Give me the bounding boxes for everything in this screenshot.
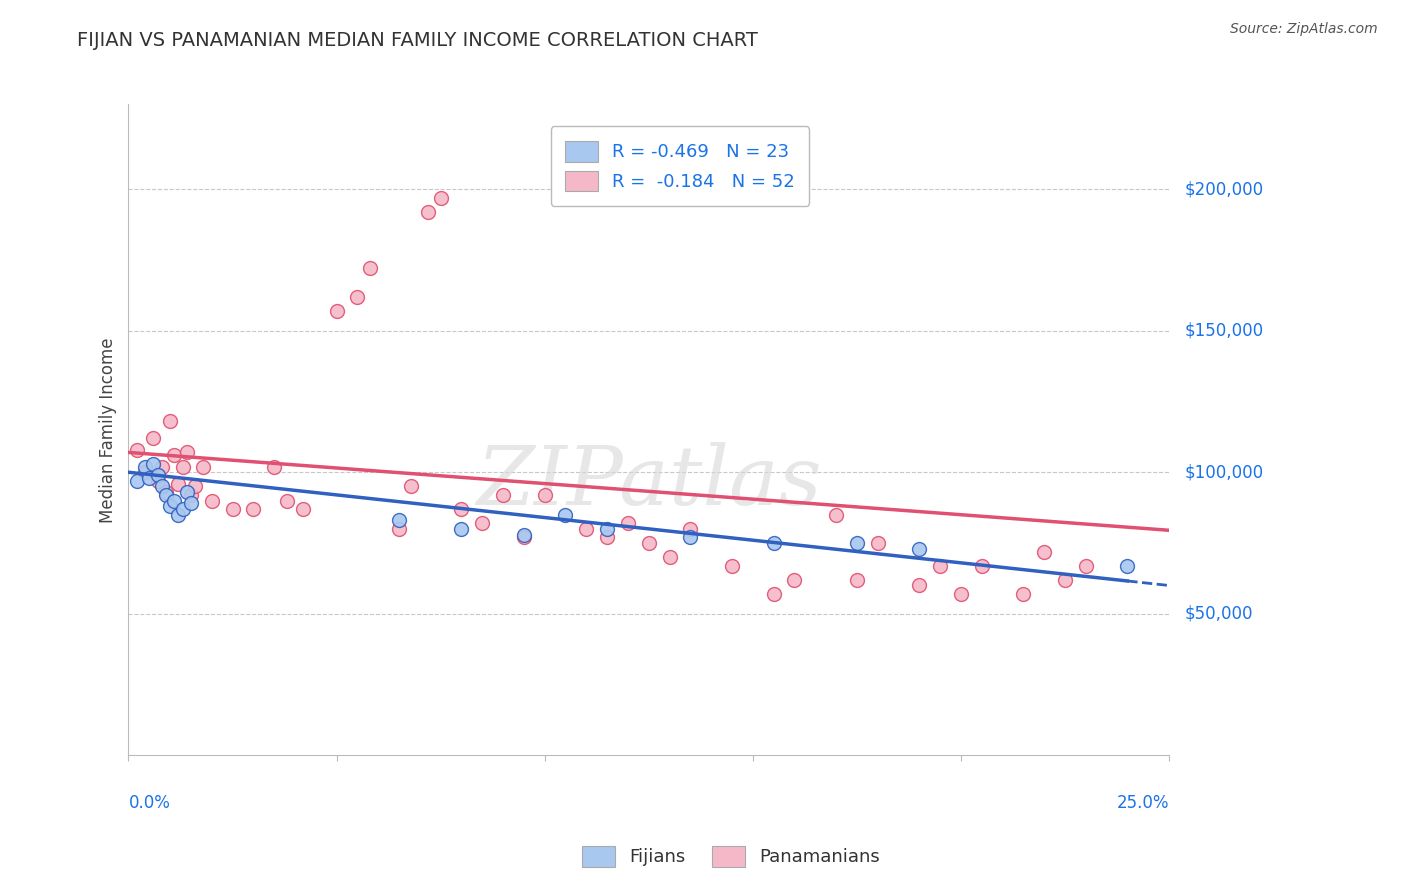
Point — [263, 459, 285, 474]
Point — [388, 513, 411, 527]
Point — [418, 204, 440, 219]
Point — [388, 522, 411, 536]
Point — [125, 474, 148, 488]
Point — [292, 502, 315, 516]
Point — [679, 530, 702, 544]
Text: ZIPatlas: ZIPatlas — [477, 442, 821, 522]
Point — [637, 536, 659, 550]
Point — [471, 516, 494, 531]
Point — [1053, 573, 1076, 587]
Text: $50,000: $50,000 — [1185, 605, 1253, 623]
Text: $100,000: $100,000 — [1185, 463, 1264, 482]
Point — [142, 431, 165, 445]
Text: $150,000: $150,000 — [1185, 322, 1264, 340]
Point — [970, 558, 993, 573]
Legend: Fijians, Panamanians: Fijians, Panamanians — [575, 838, 887, 874]
Point — [575, 522, 598, 536]
Point — [146, 468, 169, 483]
Point — [450, 502, 472, 516]
Point — [401, 479, 423, 493]
Point — [176, 445, 198, 459]
Point — [596, 530, 619, 544]
Point — [184, 479, 207, 493]
Point — [180, 496, 202, 510]
Point — [125, 442, 148, 457]
Point — [617, 516, 640, 531]
Point — [908, 578, 931, 592]
Text: Source: ZipAtlas.com: Source: ZipAtlas.com — [1230, 22, 1378, 37]
Point — [134, 459, 156, 474]
Point — [866, 536, 889, 550]
Point — [450, 522, 472, 536]
Point — [142, 457, 165, 471]
Y-axis label: Median Family Income: Median Family Income — [100, 337, 117, 523]
Point — [596, 522, 619, 536]
Point — [193, 459, 215, 474]
Point — [167, 476, 190, 491]
Point — [721, 558, 744, 573]
Point — [276, 493, 298, 508]
Point — [221, 502, 243, 516]
Point — [1074, 558, 1097, 573]
Text: 0.0%: 0.0% — [128, 795, 170, 813]
Point — [492, 488, 515, 502]
Point — [163, 493, 186, 508]
Point — [134, 465, 156, 479]
Point — [146, 474, 169, 488]
Point — [783, 573, 806, 587]
Point — [679, 522, 702, 536]
Legend: R = -0.469   N = 23, R =  -0.184   N = 52: R = -0.469 N = 23, R = -0.184 N = 52 — [551, 127, 810, 206]
Point — [929, 558, 952, 573]
Point — [155, 488, 177, 502]
Point — [762, 587, 785, 601]
Point — [908, 541, 931, 556]
Text: FIJIAN VS PANAMANIAN MEDIAN FAMILY INCOME CORRELATION CHART: FIJIAN VS PANAMANIAN MEDIAN FAMILY INCOM… — [77, 31, 758, 50]
Point — [1033, 544, 1056, 558]
Point — [346, 290, 368, 304]
Point — [150, 479, 173, 493]
Point — [513, 527, 536, 541]
Point — [825, 508, 848, 522]
Point — [949, 587, 972, 601]
Point — [159, 500, 181, 514]
Point — [845, 536, 868, 550]
Point — [176, 485, 198, 500]
Point — [762, 536, 785, 550]
Text: $200,000: $200,000 — [1185, 180, 1264, 198]
Point — [159, 414, 181, 428]
Point — [201, 493, 224, 508]
Point — [163, 448, 186, 462]
Point — [658, 550, 681, 565]
Point — [1012, 587, 1035, 601]
Point — [242, 502, 264, 516]
Point — [429, 191, 451, 205]
Text: 25.0%: 25.0% — [1116, 795, 1168, 813]
Point — [172, 459, 194, 474]
Point — [167, 508, 190, 522]
Point — [359, 261, 381, 276]
Point — [150, 459, 173, 474]
Point — [180, 488, 202, 502]
Point — [533, 488, 555, 502]
Point — [172, 502, 194, 516]
Point — [155, 485, 177, 500]
Point — [513, 530, 536, 544]
Point — [554, 508, 576, 522]
Point — [138, 471, 160, 485]
Point — [325, 304, 347, 318]
Point — [845, 573, 868, 587]
Point — [1116, 558, 1139, 573]
